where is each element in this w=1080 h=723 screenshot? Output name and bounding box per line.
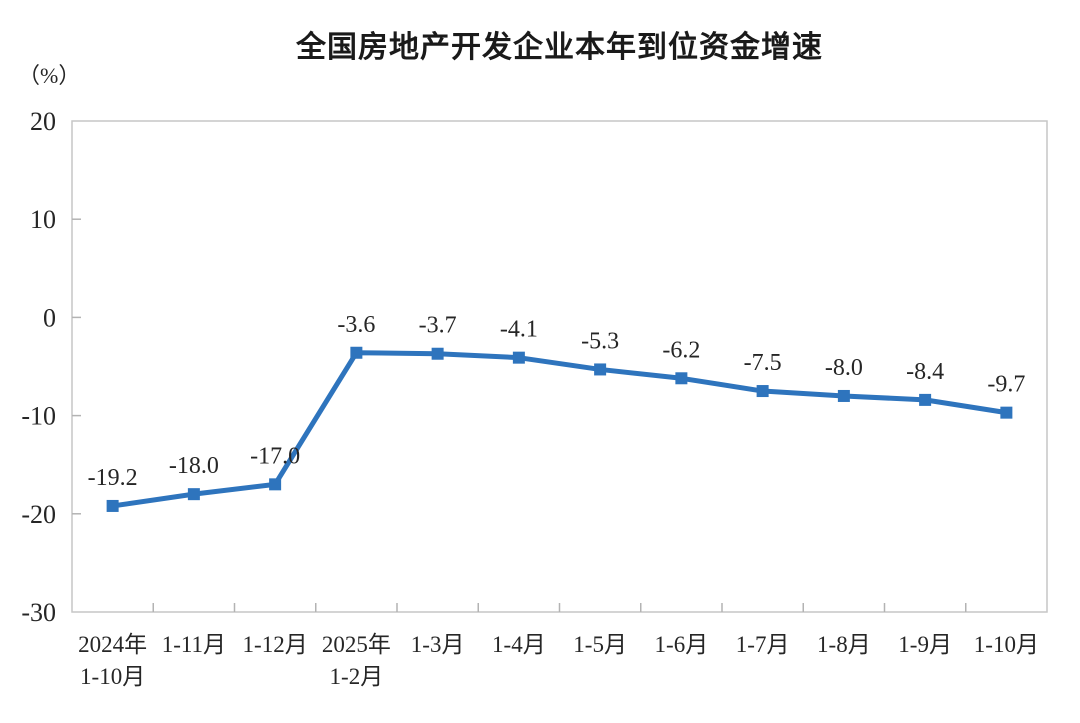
series-line	[110, 350, 1009, 509]
y-axis-tick-label: 0	[43, 303, 56, 332]
data-point-marker	[269, 478, 282, 491]
data-point-label: -8.0	[825, 355, 863, 381]
y-axis-tick-label: 20	[30, 107, 56, 136]
data-point-marker	[512, 351, 525, 364]
data-point-marker	[106, 499, 119, 512]
y-axis-tick-label: 10	[30, 205, 56, 234]
x-axis-tick-label: 1-8月	[817, 632, 871, 657]
data-point-label: -5.3	[581, 328, 619, 354]
data-point-label: -3.7	[419, 313, 457, 339]
y-axis-tick-label: -20	[21, 500, 56, 529]
data-point-marker	[1000, 406, 1013, 419]
data-point-label: -17.0	[250, 443, 300, 469]
data-point-label: -18.0	[169, 453, 219, 479]
data-point-label: -19.2	[88, 465, 138, 491]
x-axis-tick-label: 1-3月	[411, 632, 465, 657]
data-point-label: -3.6	[337, 312, 375, 338]
data-point-marker	[594, 363, 607, 376]
x-axis-tick-label: 2024年	[78, 632, 147, 657]
data-point-label: -7.5	[744, 350, 782, 376]
data-point-label: -9.7	[987, 372, 1025, 398]
data-point-marker	[756, 385, 769, 398]
data-point-marker	[675, 372, 688, 385]
data-point-marker	[919, 393, 932, 406]
data-point-marker	[187, 488, 200, 501]
data-point-marker	[837, 389, 850, 402]
x-axis-tick-label: 1-4月	[492, 632, 546, 657]
y-axis-tick-label: -10	[21, 402, 56, 431]
x-axis-tick-label: 1-11月	[162, 632, 226, 657]
x-axis-tick-label: 1-10月	[974, 632, 1039, 657]
x-axis-tick-label: 1-2月	[330, 664, 384, 689]
data-point-marker	[431, 347, 444, 360]
data-point-label: -8.4	[906, 359, 944, 385]
data-point-marker	[350, 346, 363, 359]
y-axis-tick-label: -30	[21, 598, 56, 627]
plot-area-frame	[71, 120, 1048, 613]
chart-title: 全国房地产开发企业本年到位资金增速	[296, 31, 823, 64]
x-axis-tick-label: 1-9月	[898, 632, 952, 657]
y-axis-unit-label: （%）	[18, 63, 81, 88]
data-point-label: -4.1	[500, 317, 538, 343]
x-axis-tick-label: 1-5月	[573, 632, 627, 657]
x-axis-tick-label: 1-10月	[80, 664, 145, 689]
x-axis-tick-label: 1-6月	[655, 632, 709, 657]
data-point-label: -6.2	[662, 337, 700, 363]
x-axis-tick-label: 1-12月	[243, 632, 308, 657]
x-axis-tick-label: 1-7月	[736, 632, 790, 657]
x-axis-tick-label: 2025年	[322, 632, 391, 657]
